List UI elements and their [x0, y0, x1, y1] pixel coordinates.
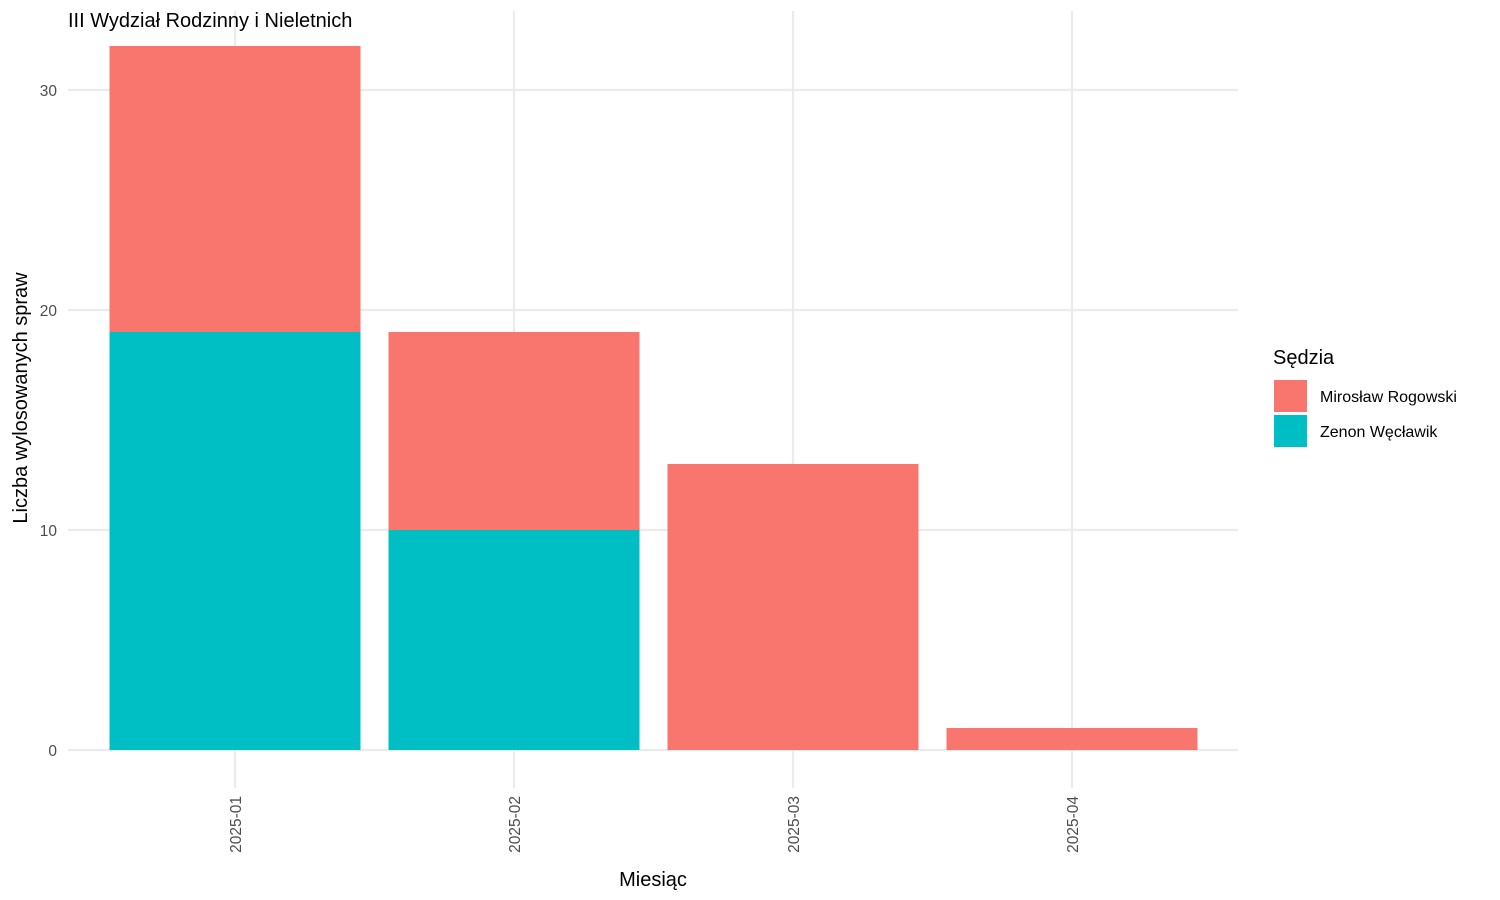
- legend-item: Zenon Węcławik: [1274, 415, 1438, 447]
- legend-label: Mirosław Rogowski: [1320, 389, 1457, 406]
- chart-title: III Wydział Rodzinny i Nieletnich: [68, 10, 352, 32]
- legend-item: Mirosław Rogowski: [1274, 380, 1457, 412]
- legend-title: Sędzia: [1273, 347, 1335, 369]
- x-tick-label: 2025-02: [507, 796, 524, 853]
- legend: Sędzia Mirosław Rogowski Zenon Węcławik: [1273, 347, 1457, 447]
- y-tick-label: 0: [48, 743, 57, 760]
- bar-segment: [388, 332, 640, 530]
- bar-segment: [109, 332, 361, 750]
- bar-segment: [667, 464, 919, 750]
- legend-swatch: [1274, 415, 1307, 447]
- legend-swatch: [1274, 380, 1307, 412]
- y-axis-ticks: 0 10 20 30: [40, 83, 58, 760]
- y-tick-label: 30: [40, 83, 58, 100]
- x-axis-title: Miesiąc: [619, 869, 687, 891]
- bar-segment: [946, 728, 1198, 750]
- y-axis-title: Liczba wylosowanych spraw: [10, 272, 32, 524]
- x-tick-label: 2025-04: [1065, 796, 1082, 853]
- x-axis-ticks: 2025-01 2025-02 2025-03 2025-04: [228, 796, 1082, 853]
- bars: [109, 46, 1198, 750]
- y-tick-label: 10: [40, 523, 58, 540]
- x-tick-label: 2025-03: [786, 796, 803, 853]
- y-tick-label: 20: [40, 303, 58, 320]
- bar-segment: [388, 530, 640, 750]
- bar-segment: [109, 46, 361, 332]
- x-tick-label: 2025-01: [228, 796, 245, 853]
- legend-items: Mirosław Rogowski Zenon Węcławik: [1274, 380, 1457, 447]
- legend-label: Zenon Węcławik: [1320, 424, 1438, 441]
